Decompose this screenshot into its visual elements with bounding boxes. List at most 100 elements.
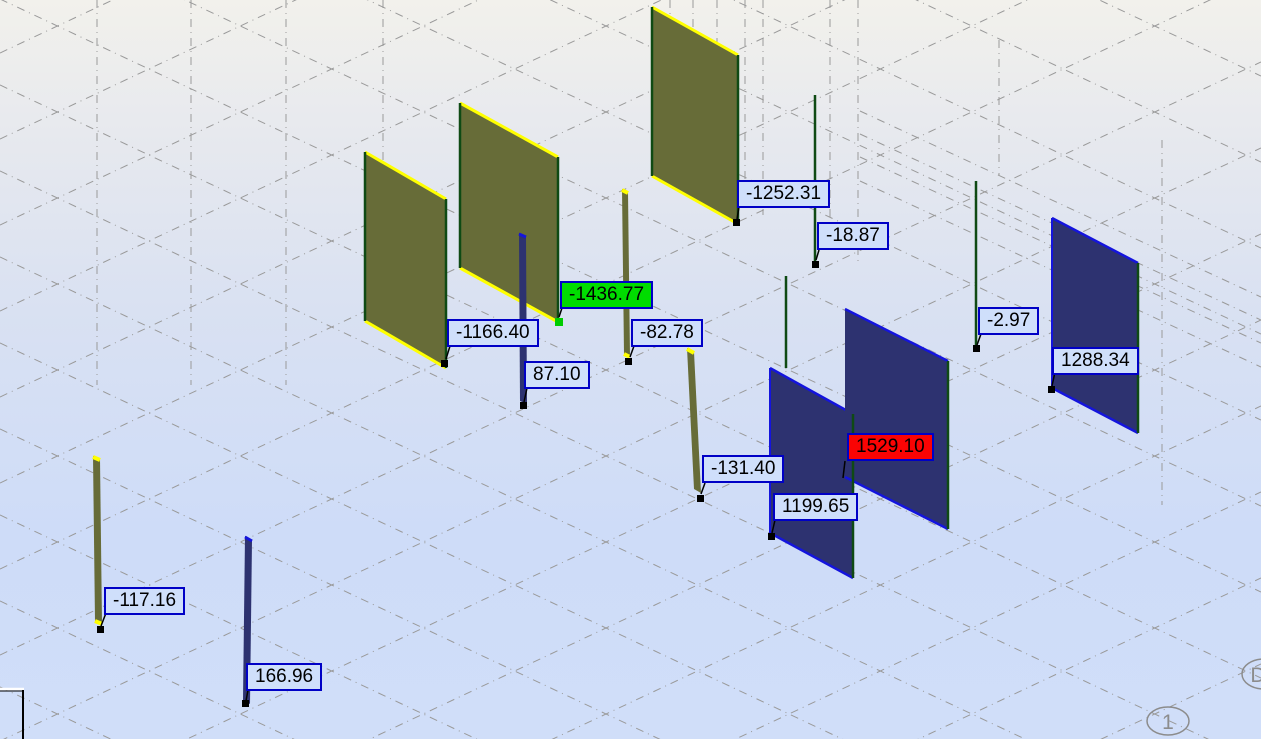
grid-line (915, 0, 1261, 163)
grid-line (0, 256, 1027, 739)
leader-line (558, 307, 563, 318)
panel-edge (364, 150, 447, 201)
grid-line (0, 0, 663, 312)
leader-line (815, 249, 820, 261)
strip-tip (92, 455, 101, 462)
panel-edge (364, 319, 447, 370)
strip-tip (686, 347, 695, 355)
support-nodes (97, 219, 1055, 707)
grid-line (734, 491, 1261, 739)
panel-edge (844, 307, 949, 363)
support-node[interactable] (441, 360, 448, 367)
wall-panel-olive[interactable] (652, 7, 738, 224)
grid-line (0, 0, 1212, 570)
leader-line (245, 689, 249, 702)
grid-line (0, 514, 478, 739)
wall-panel-olive[interactable] (460, 103, 558, 322)
leader-line (523, 387, 528, 403)
strip-tip (94, 619, 103, 626)
grid-line (0, 600, 295, 739)
panel-edge (1051, 216, 1139, 265)
support-node[interactable] (973, 345, 980, 352)
support-node-selected[interactable] (555, 318, 563, 326)
strip-tip (518, 232, 527, 239)
support-node[interactable] (812, 261, 819, 268)
grid-line (366, 0, 1261, 421)
grid-line (732, 0, 1261, 249)
grid-line (0, 84, 1261, 679)
panel-edge (1051, 386, 1139, 435)
navy-wall-panels (769, 216, 1140, 580)
wall-panel-navy[interactable] (1052, 218, 1138, 433)
axis-bubble-d[interactable] (1241, 658, 1261, 690)
panel-edge (459, 266, 559, 324)
wall-panel-olive[interactable] (365, 152, 446, 368)
panel-edge (844, 475, 949, 531)
wall-panel-navy[interactable] (845, 309, 948, 529)
grid-line (0, 61, 1261, 656)
support-node[interactable] (520, 402, 527, 409)
support-node[interactable] (625, 358, 632, 365)
grid-line (0, 428, 661, 739)
grid-line (0, 0, 480, 226)
grid-line (859, 156, 1261, 344)
column-lines (784, 95, 978, 368)
support-node[interactable] (733, 219, 740, 226)
wall-strip-olive[interactable] (622, 189, 630, 357)
leader-line (629, 345, 635, 358)
grid-line (859, 133, 1261, 321)
wall-strip-olive[interactable] (687, 348, 701, 493)
grid-line (0, 0, 846, 398)
wall-strip-olive[interactable] (93, 456, 102, 624)
grid-line (551, 405, 1261, 739)
grid-line (0, 0, 1029, 484)
grid-line (183, 0, 1261, 507)
panel-edge (651, 5, 739, 57)
grid-line (368, 319, 1261, 739)
leader-line (771, 519, 776, 534)
leader-line (736, 206, 740, 220)
grid-line (185, 233, 1261, 739)
leader-line (100, 612, 107, 627)
wall-strip-navy[interactable] (243, 536, 252, 704)
olive-strips (92, 188, 701, 626)
wall-panel-navy[interactable] (770, 368, 853, 578)
strip-tip (621, 188, 629, 195)
support-node[interactable] (1048, 386, 1055, 393)
viewport-corner-frame (0, 687, 24, 739)
panel-edge (769, 366, 854, 416)
leader-line (445, 345, 451, 360)
support-node[interactable] (242, 700, 249, 707)
grid-line (917, 577, 1261, 739)
panel-edge (651, 174, 739, 226)
grid-line (0, 342, 844, 739)
grid-line (3, 147, 1261, 739)
strip-tip (623, 352, 631, 359)
grid-line (859, 180, 1261, 368)
column-navy[interactable] (519, 233, 527, 404)
grid-line (0, 170, 1210, 739)
olive-wall-panels (363, 5, 740, 370)
support-node[interactable] (768, 533, 775, 540)
axis-bubble-d-label: D (1250, 664, 1261, 687)
grid-line (0, 0, 297, 140)
support-node[interactable] (97, 626, 104, 633)
leader-line (842, 460, 846, 479)
panel-edge (769, 531, 854, 580)
axis-bubbles: 1 D (1146, 658, 1261, 736)
leader-line (700, 482, 706, 495)
axis-bubble-1[interactable] (1146, 706, 1190, 736)
grid-line (0, 0, 1261, 593)
label-leaders (100, 206, 1056, 702)
panel-edge (459, 101, 559, 159)
support-node[interactable] (697, 495, 704, 502)
axis-bubble-1-label: 1 (1162, 711, 1174, 734)
grid-line (549, 0, 1261, 335)
strip-tip (244, 535, 253, 543)
leader-line (976, 333, 982, 346)
grid-line (859, 110, 1261, 298)
